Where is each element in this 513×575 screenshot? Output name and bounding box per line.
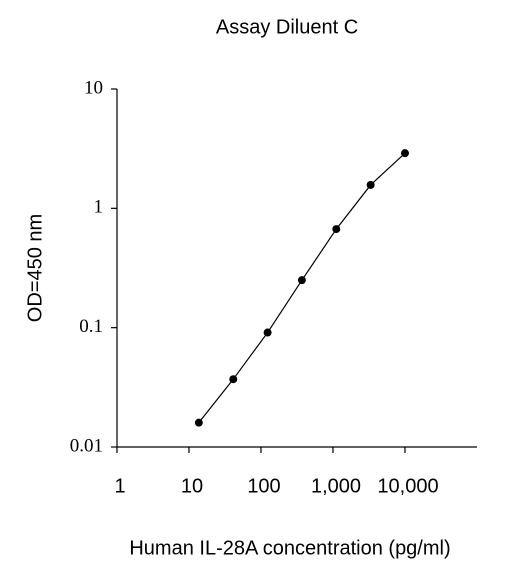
x-tick-label: 1: [114, 475, 125, 497]
x-axis-label: Human IL-28A concentration (pg/ml): [129, 537, 450, 559]
y-tick-label: 0.01: [70, 435, 103, 456]
data-point: [401, 149, 409, 158]
x-tick-label: 1,000: [311, 475, 361, 497]
x-tick-label: 100: [247, 475, 280, 497]
data-point: [194, 418, 203, 427]
x-tick-label: 10,000: [377, 475, 438, 497]
y-tick-label: 0.1: [79, 316, 103, 337]
y-axis-label: OD=450 nm: [24, 214, 46, 322]
x-tick-label: 10: [181, 475, 203, 497]
data-point: [332, 225, 341, 234]
data-point: [297, 276, 306, 285]
y-tick-label: 10: [84, 77, 103, 98]
data-point: [229, 375, 238, 384]
series-line: [198, 152, 406, 424]
chart-title: Assay Diluent C: [216, 16, 358, 38]
data-point: [263, 328, 272, 337]
y-tick-label: 1: [94, 197, 104, 218]
data-point: [366, 180, 375, 189]
